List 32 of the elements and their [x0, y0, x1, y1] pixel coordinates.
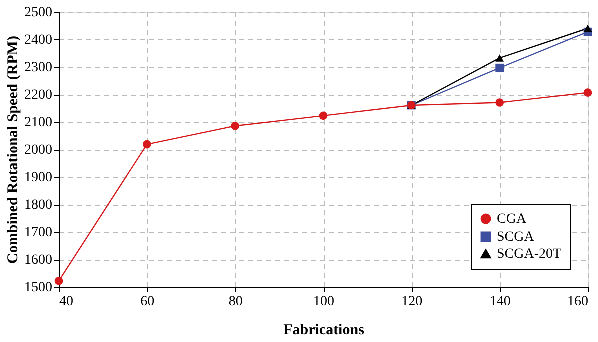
y-tick-label: 1900: [24, 170, 52, 186]
point: [231, 122, 240, 130]
x-axis-title: Fabrications: [284, 322, 365, 338]
legend-label: SCGA-20T: [497, 247, 562, 262]
y-tick-label: 2100: [24, 116, 52, 130]
y-tick-label: 2500: [24, 6, 52, 20]
x-tick-label: 120: [402, 294, 423, 310]
point: [54, 277, 64, 286]
y-tick-label: 2200: [24, 88, 52, 103]
y-axis-title: Combined Rotational Speed (RPM): [6, 36, 22, 264]
y-tick-label: 1500: [24, 280, 52, 296]
point: [319, 112, 328, 120]
x-tick-label: 140: [490, 294, 511, 310]
y-tick-label: 2300: [24, 60, 52, 76]
x-tick-label: 160: [568, 294, 588, 310]
point: [142, 140, 152, 149]
point: [496, 64, 504, 72]
x-tick-label: 60: [140, 294, 155, 310]
x-tick-label: 80: [228, 294, 243, 310]
x-tick-label: 100: [314, 294, 334, 310]
x-tick-label: 40: [60, 294, 74, 310]
point: [584, 88, 592, 98]
point: [496, 54, 504, 62]
point: [584, 24, 592, 32]
y-tick-label: 2000: [24, 143, 52, 158]
y-tick-label: 2400: [24, 33, 52, 48]
legend-label: SCGA: [497, 230, 536, 245]
legend-label: CGA: [497, 212, 528, 227]
y-tick-label: 1600: [24, 253, 52, 268]
point: [496, 98, 504, 107]
y-tick-label: 1800: [24, 198, 52, 213]
y-tick-label: 1700: [24, 226, 52, 240]
